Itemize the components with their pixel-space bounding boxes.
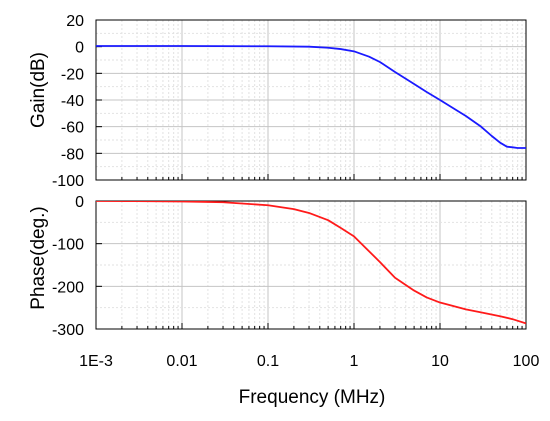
x-tick-label: 10: [431, 353, 449, 370]
y-tick-label: -100: [52, 237, 84, 254]
label-layer: 20 0 -20 -40 -60 -80 -100 0 -100 -200 -300 1E-3 0.01…: [52, 13, 539, 370]
y-tick-label: -300: [52, 322, 84, 339]
x-axis-label: Frequency (MHz): [239, 387, 386, 408]
y-tick-label: -20: [61, 66, 84, 83]
frame-layer: [95, 19, 527, 330]
y-tick-label: -60: [61, 120, 84, 137]
gain-series-line: [96, 45, 526, 149]
x-tick-label: 0.01: [166, 353, 197, 370]
x-tick-label: 1E-3: [79, 353, 113, 370]
x-tick-label: 100: [513, 353, 540, 370]
y-tick-label: 0: [75, 40, 84, 57]
phase-series-line: [96, 201, 526, 325]
phase-axis-label: Phase(deg.): [28, 206, 49, 310]
x-tick-label: 0.1: [257, 353, 279, 370]
x-tick-label: 1: [350, 353, 359, 370]
y-tick-label: -200: [52, 279, 84, 296]
y-tick-label: 20: [66, 13, 84, 30]
gain-axis-label: Gain(dB): [28, 52, 49, 128]
y-tick-label: -40: [61, 93, 84, 110]
y-tick-label: 0: [75, 194, 84, 211]
series-layer: [96, 45, 526, 325]
plot-frame: [95, 200, 527, 330]
y-tick-label: -100: [52, 173, 84, 190]
grid-layer: [95, 19, 526, 330]
y-tick-label: -80: [61, 146, 84, 163]
